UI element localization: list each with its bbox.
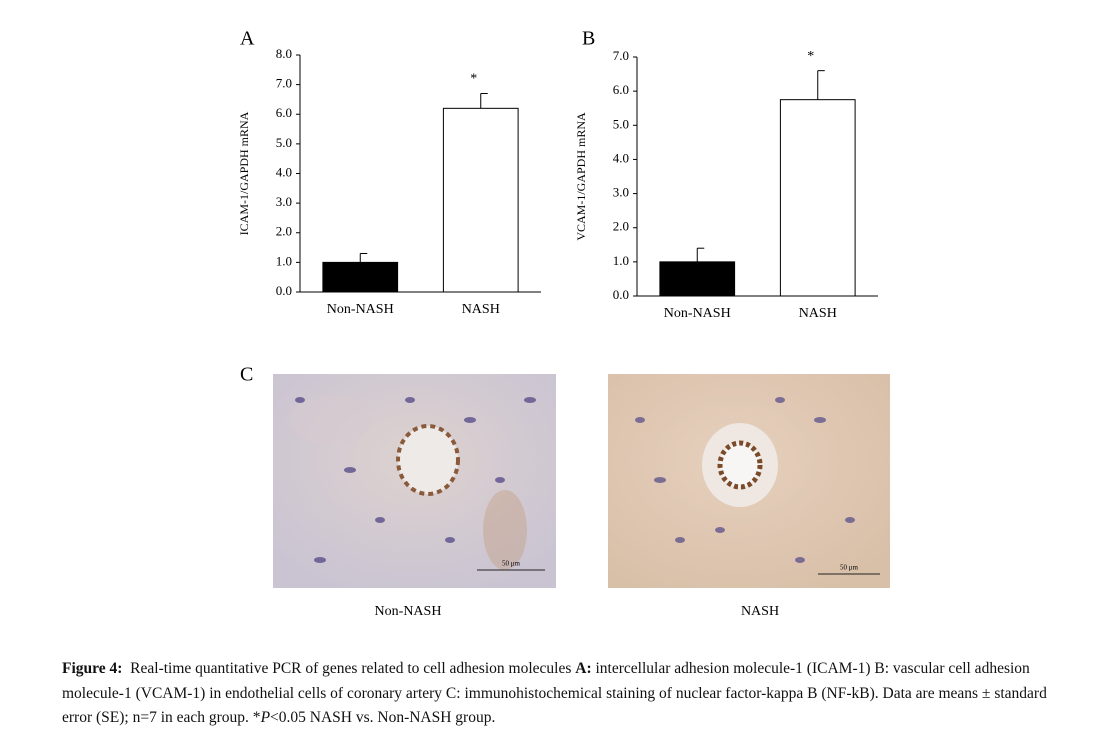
y-tick-label: 1.0 xyxy=(613,253,629,268)
scale-bar-label: 50 μm xyxy=(840,564,859,572)
caption-text: C: xyxy=(445,684,461,702)
y-axis-title: VCAM-1/GAPDH mRNA xyxy=(574,112,588,241)
y-tick-label: 5.0 xyxy=(276,135,292,150)
bar xyxy=(442,107,519,293)
x-tick-label: Non-NASH xyxy=(327,302,394,317)
caption-text: immunohistochemical staining of nuclear … xyxy=(62,684,1047,727)
y-tick-label: 8.0 xyxy=(276,46,292,61)
y-tick-label: 0.0 xyxy=(276,283,292,298)
y-tick-label: 3.0 xyxy=(613,185,629,200)
y-tick-label: 1.0 xyxy=(276,253,292,268)
significance-marker: * xyxy=(470,72,477,87)
caption-text: A: xyxy=(575,660,592,677)
y-tick-label: 5.0 xyxy=(613,116,629,131)
y-tick-label: 7.0 xyxy=(276,76,292,91)
caption-label: Figure 4: xyxy=(62,660,123,677)
y-axis-title: ICAM-1/GAPDH mRNA xyxy=(237,111,251,235)
caption-text: vascular cell adhesion molecule-1 (VCAM-… xyxy=(62,660,1030,702)
caption-text: Real-time quantitative PCR of genes rela… xyxy=(130,660,576,677)
bar xyxy=(322,261,399,293)
caption-text: P xyxy=(260,709,271,726)
y-tick-label: 7.0 xyxy=(613,48,629,63)
bar xyxy=(659,261,736,297)
y-tick-label: 4.0 xyxy=(613,150,629,165)
x-tick-label: NASH xyxy=(462,302,500,317)
significance-marker: * xyxy=(807,49,814,64)
y-tick-label: 6.0 xyxy=(613,82,629,97)
image-caption: Non-NASH xyxy=(375,604,442,619)
panel-label: B xyxy=(582,28,595,50)
x-tick-label: NASH xyxy=(799,306,837,321)
caption-text: intercellular adhesion molecule-1 (ICAM-… xyxy=(591,660,875,677)
x-tick-label: Non-NASH xyxy=(664,306,731,321)
figure: C 50 μm 50 μm Non-NASH NASH A ICAM-1/GAPD… xyxy=(237,28,890,619)
y-tick-label: 4.0 xyxy=(276,164,292,179)
y-tick-label: 3.0 xyxy=(276,194,292,209)
micrograph xyxy=(273,374,556,588)
y-tick-label: 2.0 xyxy=(276,224,292,239)
bar xyxy=(779,99,856,297)
scale-bar-label: 50 μm xyxy=(502,560,521,568)
caption-text: <0.05 NASH vs. Non-NASH group. xyxy=(270,709,496,726)
micrograph xyxy=(608,374,890,588)
caption-text: B: xyxy=(874,660,890,677)
y-tick-label: 2.0 xyxy=(613,219,629,234)
figure-caption: Figure 4: Real-time quantitative PCR of … xyxy=(62,657,1072,731)
y-tick-label: 6.0 xyxy=(276,105,292,120)
panel-label: C xyxy=(240,364,253,386)
image-caption: NASH xyxy=(741,604,779,619)
panel-label: A xyxy=(240,28,255,50)
y-tick-label: 0.0 xyxy=(613,287,629,302)
